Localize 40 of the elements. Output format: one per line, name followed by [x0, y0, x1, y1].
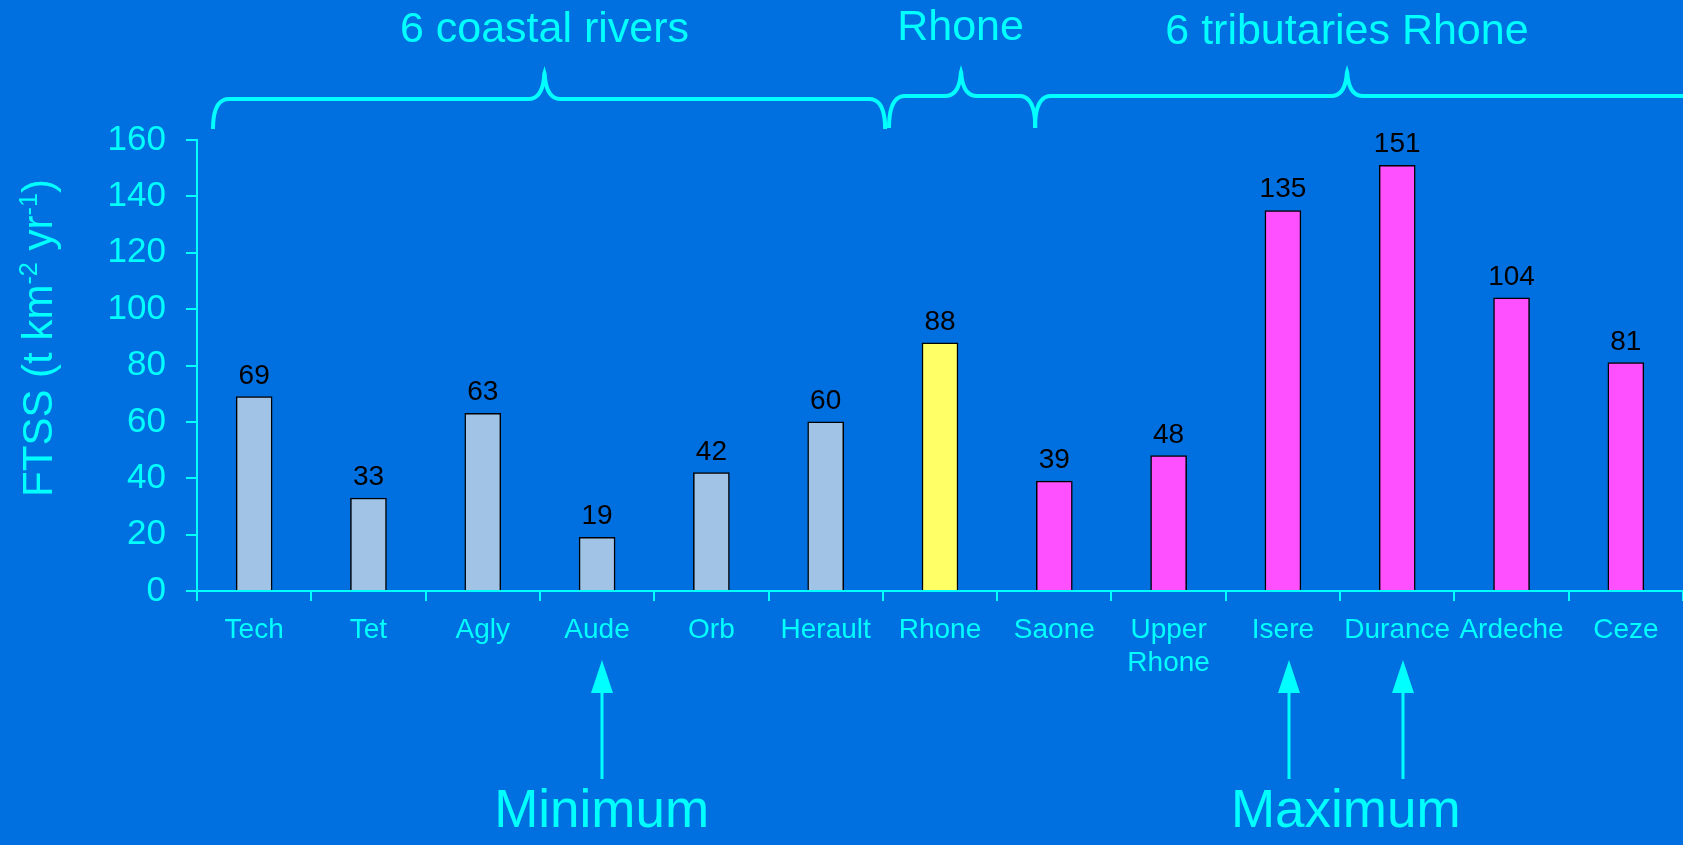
x-tick-label: Herault — [780, 612, 872, 644]
y-tick-label: 140 — [107, 174, 166, 214]
x-tick-label: Agly — [455, 612, 510, 644]
x-tick-label: Ceze — [1593, 612, 1659, 644]
text: Maximum — [1230, 778, 1461, 838]
x-tick-label: Aude — [564, 612, 630, 644]
x-tick-label: Durance — [1344, 612, 1451, 644]
data-label: 69 — [238, 358, 270, 390]
x-tick-label: Tech — [224, 612, 284, 644]
y-tick-label: 0 — [146, 568, 166, 608]
data-label: 88 — [924, 304, 956, 336]
data-label: 63 — [467, 375, 499, 407]
data-label: 39 — [1038, 443, 1070, 475]
y-tick-label: 60 — [127, 399, 166, 439]
text: Minimum — [494, 778, 710, 838]
y-tick-label: 20 — [127, 512, 166, 552]
data-label: 33 — [352, 459, 385, 491]
x-tick-label: Orb — [688, 612, 735, 644]
y-tick-label: 80 — [127, 343, 166, 383]
x-tick-label: Tet — [349, 612, 388, 644]
x-tick-label: Saone — [1013, 612, 1095, 644]
data-label: 48 — [1153, 417, 1185, 449]
x-tick-label: Isere — [1251, 612, 1315, 644]
data-label: 60 — [810, 383, 842, 415]
data-label: 19 — [581, 499, 613, 531]
x-tick-label: Upper Rhone — [1127, 612, 1210, 678]
y-tick-label: 100 — [107, 286, 166, 326]
x-tick-label: Ardeche — [1459, 612, 1564, 644]
y-tick-label: 40 — [127, 455, 166, 495]
text: Rhone — [897, 0, 1024, 49]
data-label: 151 — [1373, 127, 1421, 159]
text: 6 coastal rivers — [399, 2, 690, 51]
data-label: 42 — [695, 434, 727, 466]
x-tick-label: Rhone — [898, 612, 982, 644]
text: 6 tributaries Rhone — [1165, 4, 1529, 53]
data-label: 81 — [1610, 324, 1642, 356]
y-tick-label: 160 — [107, 117, 166, 157]
y-tick-label: 120 — [107, 230, 166, 270]
data-label: 104 — [1488, 259, 1535, 291]
data-label: 135 — [1259, 172, 1307, 204]
